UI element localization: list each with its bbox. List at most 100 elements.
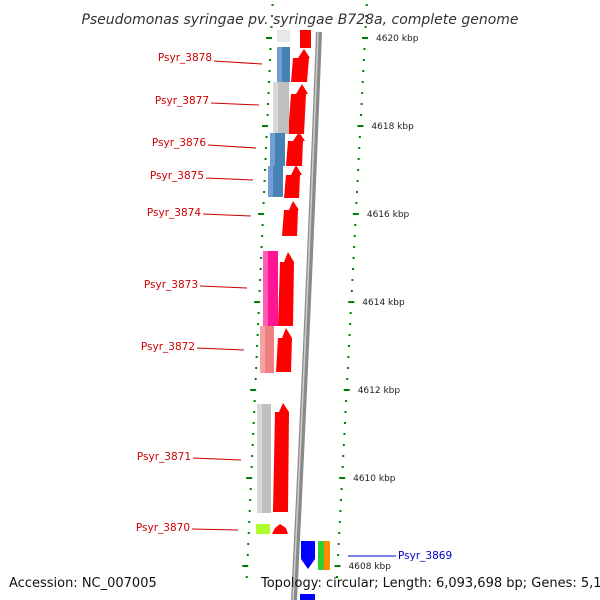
gene-arrow-red[interactable]: [278, 252, 294, 326]
topology-text: Topology: circular; Length: 6,093,698 bp…: [260, 576, 600, 591]
gene-box-salmon-light[interactable]: [260, 326, 265, 373]
tick-mark: [257, 312, 260, 314]
tick-mark: [344, 411, 347, 413]
tick-mark: [340, 488, 343, 490]
tick-mark: [265, 147, 268, 149]
tick-mark: [337, 554, 340, 556]
tick-mark: [259, 279, 262, 281]
gene-box-steelblue-light[interactable]: [268, 166, 273, 197]
tick-mark: [358, 147, 361, 149]
gene-arrow-red[interactable]: [282, 201, 299, 236]
tick-mark: [249, 488, 252, 490]
tick-mark: [337, 543, 340, 545]
tick-mark: [262, 202, 265, 204]
gene-box-pink-light[interactable]: [263, 251, 268, 326]
kbp-label: 4608 kbp: [349, 562, 392, 572]
kbp-label: 4614 kbp: [362, 298, 405, 308]
gene-label-psyr_3869[interactable]: Psyr_3869: [398, 550, 452, 562]
tick-mark: [247, 532, 250, 534]
label-connector: [192, 457, 242, 461]
tick-mark: [349, 312, 352, 314]
gene-box-orange[interactable]: [324, 541, 330, 570]
gene-box-grey-light[interactable]: [273, 82, 278, 134]
gene-box-grey-light[interactable]: [257, 404, 262, 513]
tick-mark: [245, 576, 248, 578]
cog-boxes: [256, 30, 290, 534]
kbp-label: 4616 kbp: [367, 210, 410, 220]
gene-label-psyr_3874[interactable]: Psyr_3874: [147, 207, 201, 219]
tick-mark: [361, 81, 364, 83]
gene-arrow-red[interactable]: [284, 165, 302, 198]
tick-mark: [268, 81, 271, 83]
tick-mark: [257, 323, 260, 325]
gene-label-psyr_3878[interactable]: Psyr_3878: [158, 52, 212, 64]
gene-label-psyr_3877[interactable]: Psyr_3877: [155, 95, 209, 107]
genome-backbone: [291, 31, 322, 600]
tick-mark: [258, 290, 261, 292]
gene-label-psyr_3871[interactable]: Psyr_3871: [137, 451, 191, 463]
tick-mark: [353, 235, 356, 237]
tick-mark: [339, 499, 342, 501]
tick-mark: [255, 367, 258, 369]
tick-mark: [359, 114, 362, 116]
kbp-label: 4620 kbp: [376, 34, 419, 44]
tick-mark: [267, 92, 270, 94]
tick-mark: [356, 180, 359, 182]
gene-box-greenyellow[interactable]: [256, 524, 270, 534]
gene-label-psyr_3876[interactable]: Psyr_3876: [152, 137, 206, 149]
tick-mark: [362, 59, 365, 61]
gene-arrow-blue[interactable]: [301, 541, 315, 569]
gene-label-psyr_3870[interactable]: Psyr_3870: [136, 522, 190, 534]
tick-mark: [251, 444, 254, 446]
tick-mark: [363, 48, 366, 50]
tick-mark: [247, 543, 250, 545]
gene-box-steelblue-light[interactable]: [277, 47, 282, 82]
tick-mark: [268, 70, 271, 72]
tick-mark: [361, 92, 364, 94]
gene-label-psyr_3872[interactable]: Psyr_3872: [141, 341, 195, 353]
tick-mark: [346, 367, 349, 369]
tick-mark: [348, 301, 355, 303]
gene-box-steelblue-light[interactable]: [270, 133, 275, 166]
tick-mark: [260, 246, 263, 248]
gene-label-psyr_3875[interactable]: Psyr_3875: [150, 170, 204, 182]
tick-mark: [352, 257, 355, 259]
accession-text: Accession: NC_007005: [9, 576, 157, 591]
gene-box-green[interactable]: [318, 541, 324, 570]
tick-mark: [355, 202, 358, 204]
gene-label-psyr_3873[interactable]: Psyr_3873: [144, 279, 198, 291]
tick-mark: [263, 180, 266, 182]
kbp-ticks: [242, 4, 368, 578]
label-connector: [199, 285, 248, 289]
gene-arrow-red[interactable]: [288, 84, 308, 134]
tick-mark: [265, 136, 268, 138]
tick-mark: [260, 257, 263, 259]
gene-arrow-red[interactable]: [291, 49, 310, 82]
gene-arrow-red[interactable]: [273, 403, 289, 512]
tick-mark: [360, 103, 363, 105]
map-title: Pseudomonas syringae pv. syringae B728a,…: [81, 12, 518, 28]
tick-mark: [252, 422, 255, 424]
tick-mark: [362, 70, 365, 72]
label-connector: [191, 528, 239, 531]
gene-arrow-red[interactable]: [286, 132, 305, 166]
tick-mark: [248, 521, 251, 523]
gene-arrow-red[interactable]: [276, 328, 292, 372]
tick-mark: [352, 213, 359, 215]
label-connector: [207, 144, 257, 149]
tick-mark: [242, 565, 249, 567]
tick-mark: [261, 235, 264, 237]
label-connector: [210, 102, 260, 106]
tick-mark: [335, 576, 338, 578]
tick-mark: [345, 400, 348, 402]
tick-mark: [258, 213, 265, 215]
gene-arrow-red[interactable]: [272, 524, 288, 534]
tick-mark: [342, 455, 345, 457]
tick-mark: [354, 224, 357, 226]
gene-box-blue[interactable]: [300, 594, 315, 600]
gene-arrow-red[interactable]: [300, 30, 311, 48]
tick-mark: [343, 422, 346, 424]
kbp-label: 4618 kbp: [371, 122, 414, 132]
gene-box-lightblue[interactable]: [277, 30, 290, 42]
